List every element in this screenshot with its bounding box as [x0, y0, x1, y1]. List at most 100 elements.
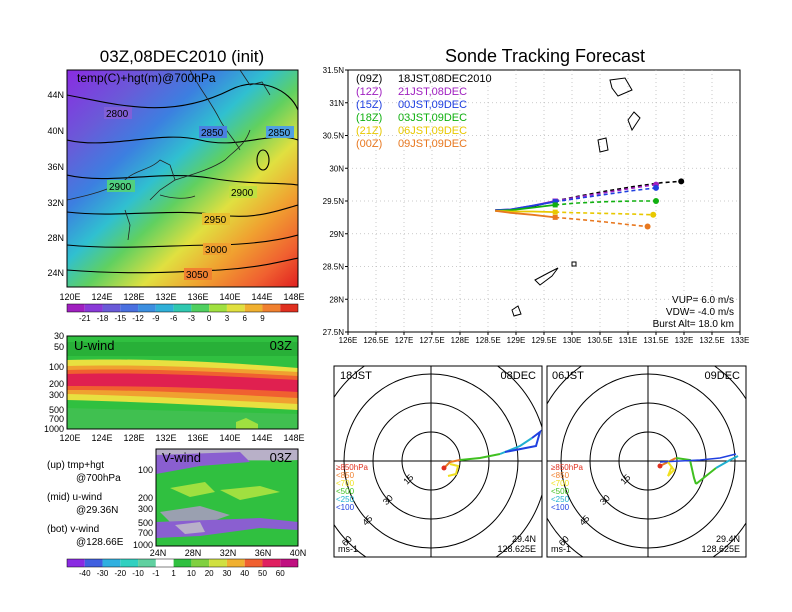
track-series-ascent	[495, 209, 556, 219]
colorbar-label: 6	[242, 314, 247, 323]
colorbar-swatch	[226, 304, 245, 312]
colorbar-swatch	[209, 304, 227, 312]
hodo-right-time: 06JST	[552, 370, 584, 382]
note-up-line2: @700hPa	[76, 473, 121, 484]
track-series-descent	[555, 187, 657, 203]
legend-code: (21Z)	[356, 125, 382, 137]
colorbar-label: -40	[79, 569, 91, 578]
colorbar-label: 50	[258, 569, 267, 578]
y-tick-label: 28.5N	[323, 263, 345, 272]
pressure-tick-label: 100	[49, 362, 64, 372]
island-outlines	[511, 77, 641, 317]
contour-label: 2950	[204, 215, 227, 226]
lon-tick-label: 132E	[155, 433, 176, 443]
lon-tick-label: 144E	[251, 292, 272, 302]
colorbar-swatch	[209, 559, 227, 567]
track-landing-point	[650, 211, 657, 218]
colorbar-swatch	[138, 304, 156, 312]
colorbar-swatch	[173, 304, 192, 312]
x-tick-label: 128E	[451, 336, 470, 345]
track-series-descent	[555, 183, 657, 202]
track-burst-point	[552, 214, 558, 220]
legend-time: 21JST,08DEC	[398, 86, 467, 98]
pressure-tick-label: 200	[49, 379, 64, 389]
hodo-legend-item: <700	[336, 479, 355, 488]
y-tick-label: 27.5N	[323, 328, 345, 337]
colorbar-label: 40	[240, 569, 249, 578]
y-tick-label: 28N	[329, 295, 344, 304]
hodo-left-date: 08DEC	[501, 370, 537, 382]
colorbar-label: -1	[152, 569, 160, 578]
contour-label: 2850	[201, 128, 224, 139]
hodo-ring-label: 60	[557, 534, 571, 548]
lon-tick-label: 124E	[91, 292, 112, 302]
lat-tick-label: 24N	[47, 268, 64, 278]
lon-tick-label: 140E	[219, 433, 240, 443]
colorbar-label: -18	[97, 314, 109, 323]
pressure-tick-label: 500	[138, 518, 153, 528]
colorbar-label: 3	[225, 314, 230, 323]
colorbar-label: 10	[187, 569, 196, 578]
colorbar-label: 0	[207, 314, 212, 323]
x-tick-label: 126E	[339, 336, 358, 345]
contour-label: 3050	[186, 270, 209, 281]
note-bot-line1: (bot) v-wind	[47, 524, 99, 535]
colorbar-swatch	[120, 559, 139, 567]
track-landing-point	[644, 223, 651, 230]
panel-notes: (up) tmp+hgt @700hPa (mid) u-wind @29.36…	[47, 460, 124, 548]
hodo-left-unit: ms-1	[338, 544, 358, 554]
track-landing-point	[653, 184, 659, 191]
hodo-legend-item: <100	[336, 503, 355, 512]
track-series-descent	[555, 211, 654, 216]
pressure-tick-label: 700	[138, 528, 153, 538]
hodo-right-unit: ms-1	[551, 544, 571, 554]
colorbar-swatch	[102, 304, 121, 312]
legend-time: 00JST,09DEC	[398, 99, 467, 111]
lon-tick-label: 128E	[123, 433, 144, 443]
pressure-tick-label: 1000	[44, 424, 64, 434]
colorbar-label: -12	[132, 314, 144, 323]
colorbar-swatch	[102, 559, 121, 567]
colorbar-label: -20	[115, 569, 127, 578]
colorbar-label: -3	[188, 314, 196, 323]
track-burst-point	[552, 209, 558, 215]
colorbar-label: -21	[79, 314, 91, 323]
hodo-legend-item: <100	[551, 503, 570, 512]
pressure-tick-label: 50	[54, 342, 64, 352]
hodo-right-lon: 128.625E	[701, 544, 740, 554]
hodo-ring-label: 45	[360, 513, 374, 527]
lat-tick-label: 40N	[47, 126, 64, 136]
left-title: 03Z,08DEC2010 (init)	[100, 47, 264, 66]
x-tick-label: 130.5E	[587, 336, 612, 345]
colorbar-swatch	[262, 304, 281, 312]
x-tick-label: 128.5E	[475, 336, 500, 345]
x-tick-label: 127.5E	[419, 336, 444, 345]
lon-tick-label: 148E	[283, 433, 304, 443]
burst-text: Burst Alt= 18.0 km	[653, 319, 734, 330]
hodo-left-lat: 29.4N	[512, 534, 536, 544]
note-up-line1: (up) tmp+hgt	[47, 460, 104, 471]
colorbar-swatch	[84, 304, 103, 312]
colorbar-swatch	[280, 304, 298, 312]
lat-tick-label: 24N	[150, 548, 167, 558]
colorbar-swatch	[138, 559, 156, 567]
hodo-legend-item: <700	[551, 479, 570, 488]
x-tick-label: 133E	[731, 336, 750, 345]
y-tick-label: 29.5N	[323, 197, 345, 206]
colorbar-label: 1	[171, 569, 176, 578]
x-tick-label: 127E	[395, 336, 414, 345]
contour-label: 2900	[109, 182, 132, 193]
temperature-colorbar: -21 -18 -15 -12 -9 -6 -3 0 3 6 9	[66, 303, 299, 323]
legend-code: (12Z)	[356, 86, 382, 98]
lat-tick-label: 32N	[220, 548, 237, 558]
hodo-ring-label: 15	[618, 472, 632, 486]
colorbar-swatch	[84, 559, 103, 567]
colorbar-swatch	[191, 304, 210, 312]
x-tick-label: 130E	[563, 336, 582, 345]
colorbar-label: 60	[276, 569, 285, 578]
colorbar-swatch	[244, 304, 263, 312]
colorbar-swatch	[67, 304, 85, 312]
pressure-tick-label: 200	[138, 493, 153, 503]
legend-code: (15Z)	[356, 99, 382, 111]
